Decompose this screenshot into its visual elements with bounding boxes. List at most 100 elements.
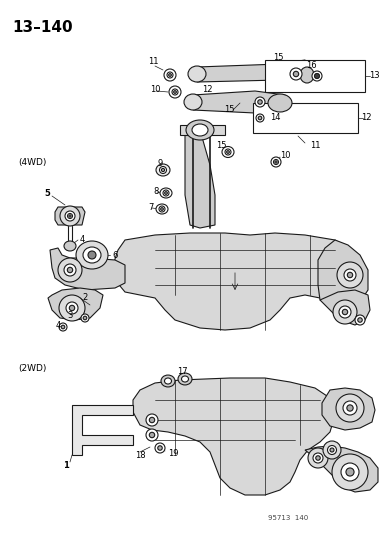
Ellipse shape [343, 401, 357, 415]
Ellipse shape [88, 251, 96, 259]
Ellipse shape [161, 168, 164, 172]
Polygon shape [185, 130, 215, 228]
Ellipse shape [222, 147, 234, 157]
Ellipse shape [258, 116, 262, 120]
Ellipse shape [172, 89, 178, 95]
Text: 15: 15 [216, 141, 227, 149]
Ellipse shape [158, 446, 162, 450]
Ellipse shape [174, 91, 176, 93]
Ellipse shape [169, 86, 181, 98]
Ellipse shape [149, 432, 155, 438]
Polygon shape [180, 125, 225, 135]
Text: 6: 6 [112, 251, 117, 260]
Text: 11: 11 [310, 141, 320, 149]
Ellipse shape [225, 149, 231, 155]
Ellipse shape [271, 157, 281, 167]
Ellipse shape [165, 192, 168, 195]
Ellipse shape [274, 159, 279, 165]
Text: 16: 16 [306, 61, 317, 70]
Ellipse shape [333, 300, 357, 324]
Polygon shape [320, 290, 370, 325]
Ellipse shape [59, 295, 85, 321]
Ellipse shape [323, 441, 341, 459]
Ellipse shape [327, 446, 337, 455]
Polygon shape [113, 233, 350, 330]
Text: 19: 19 [168, 448, 178, 457]
Text: 8: 8 [153, 187, 158, 196]
Ellipse shape [64, 241, 76, 251]
Ellipse shape [164, 69, 176, 81]
Ellipse shape [186, 120, 214, 140]
Polygon shape [55, 207, 85, 225]
Ellipse shape [58, 258, 82, 282]
Ellipse shape [83, 316, 87, 320]
Text: 7: 7 [148, 203, 153, 212]
Ellipse shape [178, 373, 192, 385]
Ellipse shape [160, 188, 172, 198]
Ellipse shape [83, 247, 101, 263]
Ellipse shape [337, 262, 363, 288]
Ellipse shape [332, 454, 368, 490]
Ellipse shape [293, 71, 299, 77]
Ellipse shape [159, 206, 165, 212]
Ellipse shape [67, 268, 73, 273]
Polygon shape [133, 378, 335, 495]
Ellipse shape [268, 94, 292, 112]
Text: 18: 18 [135, 450, 146, 459]
Ellipse shape [164, 378, 171, 384]
Text: 13–140: 13–140 [12, 20, 73, 35]
Text: 10: 10 [150, 85, 161, 94]
Ellipse shape [81, 314, 89, 322]
Ellipse shape [227, 151, 229, 154]
Ellipse shape [346, 468, 354, 476]
Ellipse shape [64, 264, 76, 276]
Polygon shape [322, 388, 375, 430]
Ellipse shape [347, 405, 353, 411]
Ellipse shape [156, 164, 170, 176]
Ellipse shape [59, 323, 67, 331]
Text: (2WD): (2WD) [18, 364, 46, 373]
Ellipse shape [255, 97, 265, 107]
Ellipse shape [336, 394, 364, 422]
Ellipse shape [68, 214, 73, 219]
Ellipse shape [330, 448, 334, 452]
Text: 14: 14 [270, 114, 281, 123]
Ellipse shape [258, 100, 262, 104]
Text: 1: 1 [63, 461, 69, 470]
Ellipse shape [313, 453, 323, 463]
Ellipse shape [355, 315, 365, 325]
Polygon shape [318, 240, 368, 308]
Text: 15: 15 [273, 52, 283, 61]
Ellipse shape [316, 75, 318, 77]
Ellipse shape [339, 306, 351, 318]
Ellipse shape [161, 208, 163, 211]
Text: 5: 5 [44, 190, 50, 198]
Ellipse shape [315, 74, 319, 78]
Text: 2: 2 [82, 294, 87, 303]
Ellipse shape [161, 375, 175, 387]
Text: 95713  140: 95713 140 [268, 515, 308, 521]
Ellipse shape [312, 71, 322, 81]
Text: 10: 10 [280, 150, 291, 159]
Ellipse shape [169, 74, 171, 76]
Ellipse shape [290, 68, 302, 80]
Ellipse shape [342, 309, 348, 314]
Ellipse shape [146, 429, 158, 441]
Ellipse shape [61, 325, 65, 329]
Text: 9: 9 [157, 158, 162, 167]
Ellipse shape [149, 417, 155, 423]
Polygon shape [193, 91, 290, 113]
Text: 13: 13 [369, 70, 379, 79]
Ellipse shape [76, 241, 108, 269]
Ellipse shape [188, 66, 206, 82]
Text: 4: 4 [80, 236, 85, 245]
Polygon shape [280, 60, 315, 84]
Bar [265, 60, 365, 92]
Ellipse shape [60, 206, 80, 226]
Ellipse shape [275, 161, 277, 163]
Ellipse shape [167, 72, 173, 78]
Ellipse shape [146, 414, 158, 426]
Ellipse shape [344, 269, 356, 281]
Ellipse shape [184, 94, 202, 110]
Text: 4: 4 [56, 320, 61, 329]
